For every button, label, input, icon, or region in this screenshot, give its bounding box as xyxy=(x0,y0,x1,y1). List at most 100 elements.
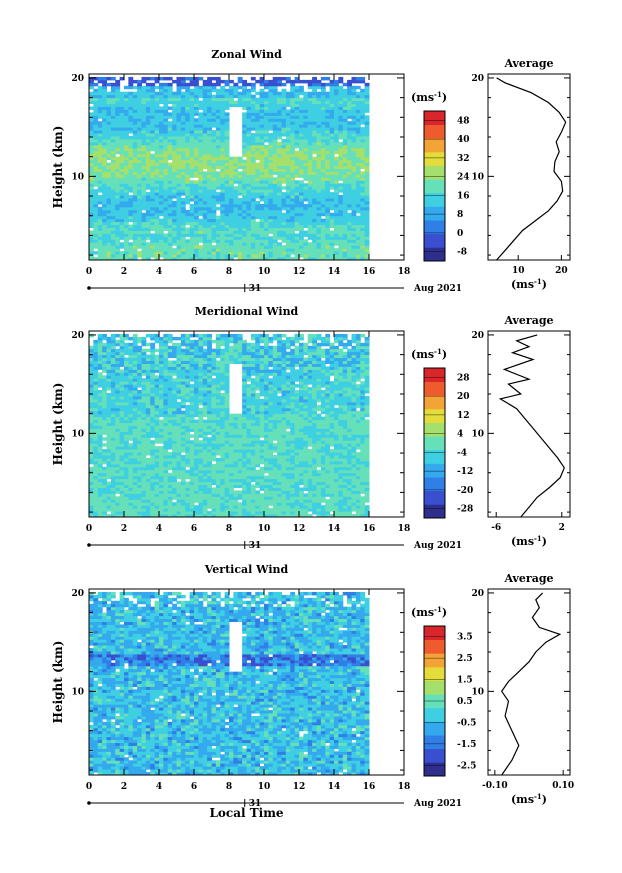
heatmap-cell xyxy=(351,127,357,131)
heatmap-cell xyxy=(93,404,99,409)
heatmap-cell xyxy=(145,366,151,370)
heatmap-cell xyxy=(145,401,151,406)
heatmap-cell xyxy=(202,88,208,93)
heatmap-cell xyxy=(211,141,217,146)
heatmap-cell xyxy=(163,440,169,444)
heatmap-cell xyxy=(167,360,173,364)
heatmap-cell xyxy=(268,192,274,196)
heatmap-cell xyxy=(137,91,142,96)
heatmap-cell xyxy=(89,484,94,488)
heatmap-cell xyxy=(277,136,282,140)
heatmap-cell xyxy=(307,171,313,175)
heatmap-cell xyxy=(342,174,348,178)
heatmap-cell xyxy=(110,147,116,152)
heatmap-cell xyxy=(215,165,221,169)
heatmap-cell xyxy=(150,198,156,202)
heatmap-cell xyxy=(119,186,125,190)
heatmap-cell xyxy=(115,342,121,347)
heatmap-cell xyxy=(285,97,291,102)
heatmap-cell xyxy=(250,186,256,190)
heatmap-cell xyxy=(167,230,173,234)
heatmap-cell xyxy=(242,215,247,220)
heatmap-cell xyxy=(255,171,261,175)
heatmap-cell xyxy=(242,82,247,87)
heatmap-cell xyxy=(250,133,256,137)
heatmap-cell xyxy=(119,342,125,347)
heatmap-cell xyxy=(159,198,164,202)
heatmap-cell xyxy=(167,198,173,202)
heatmap-cell xyxy=(277,224,282,229)
heatmap-cell xyxy=(132,345,138,350)
heatmap-cell xyxy=(207,230,212,234)
heatmap-cell xyxy=(106,227,112,231)
heatmap-cell xyxy=(93,419,99,424)
heatmap-cell xyxy=(207,109,212,113)
heatmap-cell xyxy=(137,100,142,105)
heatmap-cell xyxy=(106,118,112,122)
heatmap-cell xyxy=(285,177,291,181)
heatmap-cell xyxy=(150,203,156,208)
heatmap-cell xyxy=(150,393,156,397)
heatmap-cell xyxy=(237,85,243,90)
heatmap-cell xyxy=(264,159,269,164)
heatmap-cell xyxy=(272,245,278,249)
heatmap-cell xyxy=(137,422,142,426)
heatmap-cell xyxy=(150,384,156,388)
heatmap-cell xyxy=(259,144,265,149)
heatmap-cell xyxy=(163,198,169,202)
heatmap-cell xyxy=(250,221,256,226)
heatmap-cell xyxy=(299,212,304,217)
chart-title: Meridional Wind xyxy=(195,305,299,318)
heatmap-cell xyxy=(277,257,282,261)
heatmap-cell xyxy=(150,147,156,152)
heatmap-cell xyxy=(303,242,309,246)
heatmap-cell xyxy=(137,94,142,99)
heatmap-cell xyxy=(224,156,230,161)
heatmap-cell xyxy=(172,443,177,447)
heatmap-cell xyxy=(338,200,344,205)
heatmap-cell xyxy=(316,133,322,137)
heatmap-cell xyxy=(329,251,335,255)
heatmap-cell xyxy=(163,357,169,362)
heatmap-cell xyxy=(115,100,121,105)
heatmap-cell xyxy=(154,404,160,409)
heatmap-cell xyxy=(207,180,212,184)
heatmap-cell xyxy=(163,82,169,87)
heatmap-cell xyxy=(224,136,230,140)
heatmap-cell xyxy=(172,437,177,441)
heatmap-cell xyxy=(250,136,256,140)
heatmap-cell xyxy=(237,177,243,181)
heatmap-cell xyxy=(325,159,331,164)
heatmap-cell xyxy=(124,212,129,217)
heatmap-cell xyxy=(176,195,182,199)
heatmap-cell xyxy=(329,82,335,87)
heatmap-cell xyxy=(259,115,265,119)
heatmap-cell xyxy=(202,248,208,252)
heatmap-cell xyxy=(242,245,247,249)
heatmap-cell xyxy=(89,499,94,503)
heatmap-cell xyxy=(119,227,125,231)
heatmap-cell xyxy=(194,136,199,140)
heatmap-cell xyxy=(237,100,243,105)
heatmap-cell xyxy=(215,215,221,220)
heatmap-cell xyxy=(119,76,125,81)
heatmap-cell xyxy=(110,109,116,113)
heatmap-cell xyxy=(141,419,147,424)
heatmap-cell xyxy=(137,499,142,503)
heatmap-cell xyxy=(167,189,173,193)
heatmap-cell xyxy=(264,162,269,167)
heatmap-cell xyxy=(312,115,317,119)
heatmap-cell xyxy=(163,387,169,391)
heatmap-cell xyxy=(167,475,173,480)
heatmap-cell xyxy=(154,168,160,172)
heatmap-cell xyxy=(312,227,317,231)
heatmap-cell xyxy=(224,195,230,199)
heatmap-cell xyxy=(159,138,164,143)
heatmap-cell xyxy=(141,159,147,164)
heatmap-cell xyxy=(264,245,269,249)
heatmap-cell xyxy=(211,130,217,134)
heatmap-cell xyxy=(242,224,247,229)
heatmap-cell xyxy=(347,195,352,199)
heatmap-cell xyxy=(259,221,265,226)
heatmap-cell xyxy=(167,363,173,367)
